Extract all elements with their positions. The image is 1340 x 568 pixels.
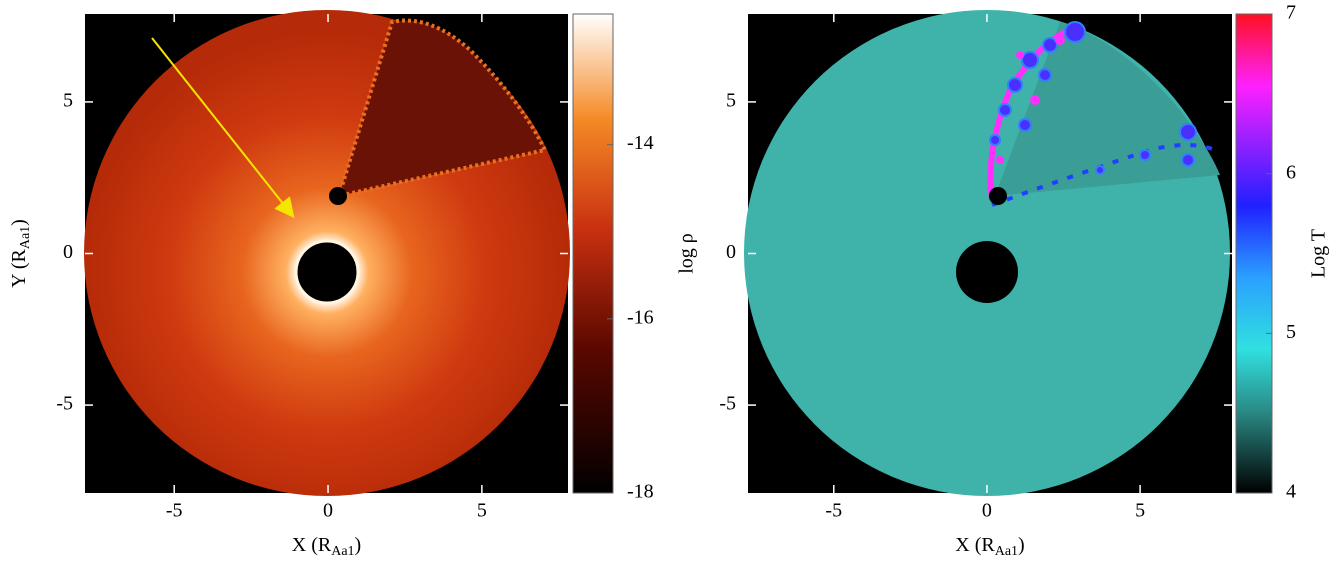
y-tick-label: -5 (56, 393, 73, 415)
x-axis-label: X (RAa1) (292, 534, 361, 560)
x-tick-label: -5 (166, 500, 183, 522)
colorbar-tick-label: 4 (1286, 481, 1296, 503)
colorbar-tick-label: -14 (627, 132, 654, 154)
colorbar-label: log ρ (676, 233, 698, 274)
y-tick-label: 5 (726, 90, 736, 112)
x-axis-label-main: X (R (292, 534, 332, 556)
colorbar-tick-label: -16 (627, 306, 654, 328)
x-axis-label-end: ) (355, 534, 362, 556)
x-axis-label-subscript: Aa1 (995, 544, 1018, 559)
colorbar-tick-label: 5 (1286, 321, 1296, 343)
colorbar-tick-label: 7 (1286, 2, 1296, 24)
x-tick-label: 5 (1135, 500, 1145, 522)
x-tick-label: -5 (825, 500, 842, 522)
x-axis-label: X (RAa1) (955, 534, 1024, 560)
colorbar-label: Log T (1308, 229, 1330, 278)
y-axis-label-end: ) (8, 219, 30, 226)
temperature-map (744, 10, 1232, 496)
y-tick-label: 0 (63, 241, 73, 263)
y-tick-label: 5 (63, 90, 73, 112)
y-tick-label: 0 (726, 241, 736, 263)
colorbar-tick-label: 6 (1286, 161, 1296, 183)
y-axis-label: Y (RAa1) (8, 219, 34, 288)
density-map (84, 10, 570, 496)
x-tick-label: 0 (982, 500, 992, 522)
y-axis-label-main: Y (R (8, 248, 30, 287)
x-tick-label: 5 (477, 500, 487, 522)
x-axis-label-end: ) (1018, 534, 1025, 556)
x-axis-label-subscript: Aa1 (331, 544, 354, 559)
y-axis-label-subscript: Aa1 (18, 226, 33, 249)
x-tick-label: 0 (323, 500, 333, 522)
x-axis-label-main: X (R (955, 534, 995, 556)
colorbar (1235, 13, 1273, 494)
y-tick-label: -5 (719, 393, 736, 415)
colorbar (572, 13, 614, 494)
colorbar-tick-label: -18 (627, 481, 654, 503)
